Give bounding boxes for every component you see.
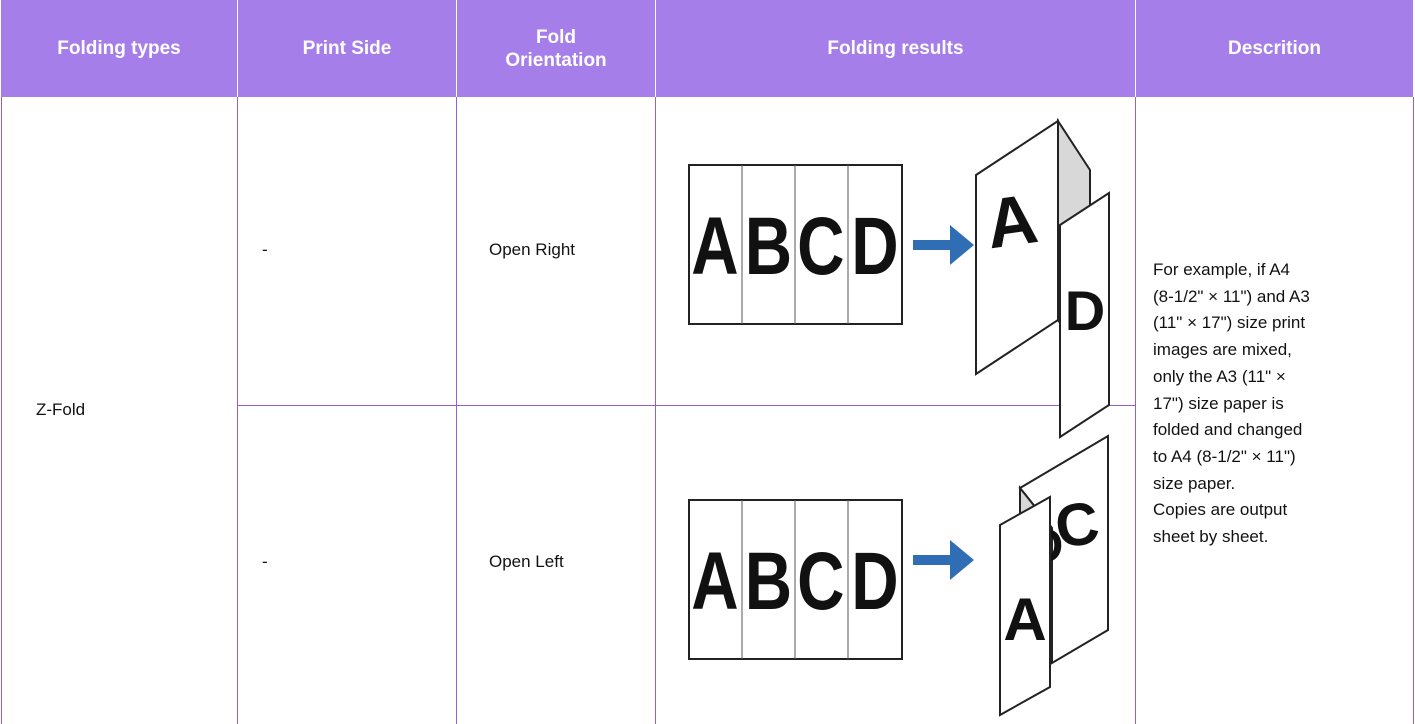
header-cell: Folding results	[656, 0, 1135, 97]
border	[237, 405, 1135, 406]
print-side: -	[262, 240, 268, 259]
panel-letter: B	[745, 200, 792, 292]
header-text: Fold Orientation	[505, 26, 607, 71]
panel-letter: D	[1065, 279, 1105, 342]
description-line: (11" × 17") size print	[1153, 313, 1306, 333]
print-side: -	[262, 552, 268, 571]
border	[456, 97, 457, 724]
description-line: 17") size paper is	[1153, 393, 1284, 413]
panel-letter: A	[981, 179, 1042, 263]
panel-letter: A	[691, 535, 738, 627]
panel-letter: A	[691, 200, 738, 292]
description-line: folded and changed	[1153, 420, 1303, 440]
border	[1, 97, 2, 724]
panel-letter: D	[851, 200, 898, 292]
description-line: to A4 (8-1/2" × 11")	[1153, 446, 1296, 466]
panel-letter: A	[1003, 586, 1046, 653]
description-line: Copies are output	[1153, 500, 1288, 520]
panel-letter: C	[1051, 489, 1103, 561]
header-cell: Folding types	[1, 0, 237, 97]
panel-letter: C	[797, 200, 844, 292]
panel-letter: C	[797, 535, 844, 627]
border	[1135, 97, 1136, 724]
description-line: For example, if A4	[1153, 260, 1291, 279]
header-cell: Print Side	[238, 0, 456, 97]
border	[655, 97, 656, 724]
description-line: (8-1/2" × 11") and A3	[1153, 286, 1310, 306]
description-line: sheet by sheet.	[1153, 527, 1269, 547]
folding-type: Z-Fold	[36, 400, 86, 419]
folding-result: A B C D A D	[688, 117, 1110, 439]
panel-letter: B	[745, 535, 792, 627]
header-cell: Fold Orientation	[457, 0, 655, 97]
description: For example, if A4 (8-1/2" × 11") and A3 (…	[1153, 257, 1310, 551]
panel-letter: D	[851, 535, 898, 627]
description-line: size paper.	[1153, 473, 1236, 493]
orientation: Open Left	[489, 552, 564, 571]
description-line: only the A3 (11" ×	[1153, 366, 1286, 386]
folding-result: A B C D C D A	[688, 434, 1109, 717]
border	[237, 97, 238, 724]
orientation: Open Right	[489, 240, 575, 259]
description-line: images are mixed,	[1153, 340, 1292, 360]
border	[1413, 97, 1414, 724]
header-cell: Descrition	[1136, 0, 1413, 97]
